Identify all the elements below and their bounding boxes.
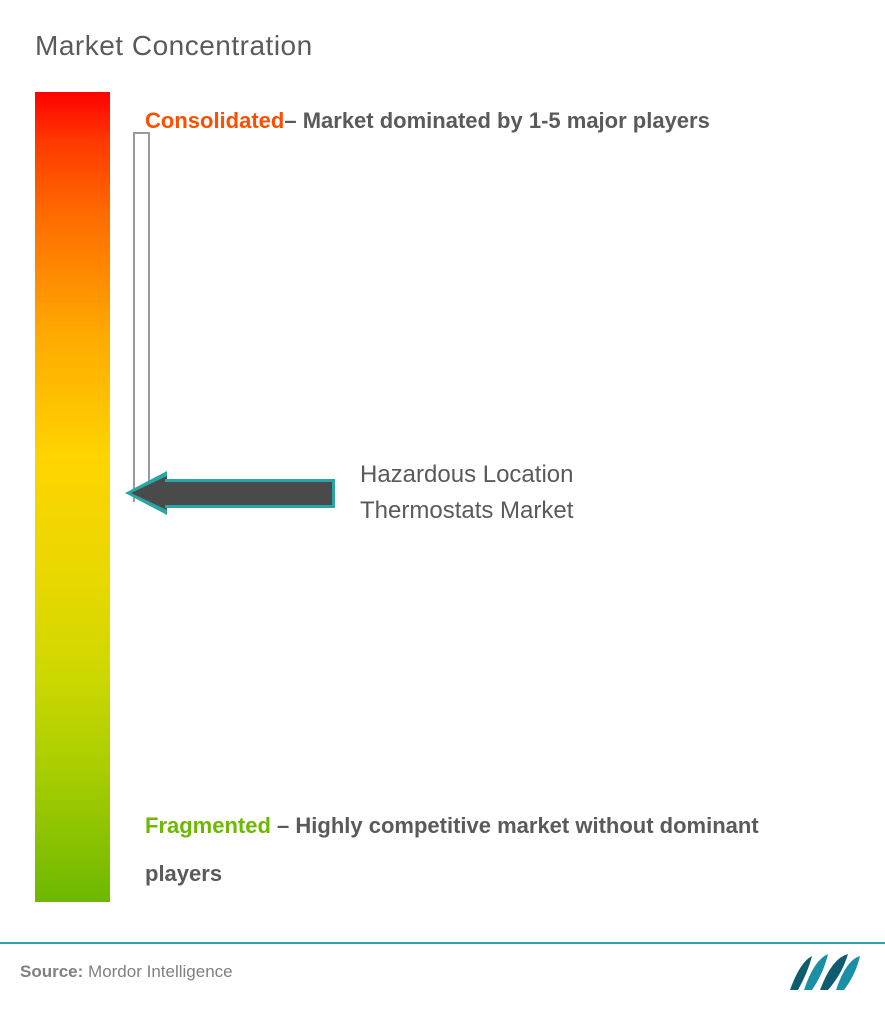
infographic-container: Market Concentration Consolidated– Marke… [0,0,885,1010]
brand-logo-icon [790,954,860,990]
source-attribution: Source: Mordor Intelligence [20,962,233,982]
source-label: Source: [20,962,83,981]
fragmented-strong: Fragmented [145,813,271,838]
market-indicator: Hazardous Location Thermostats Market [125,457,710,529]
arrow-body [165,479,335,508]
bracket-lines [133,132,163,502]
arrow-head-fill [131,476,167,510]
chart-area: Consolidated– Market dominated by 1-5 ma… [35,92,850,932]
consolidated-rest: – Market dominated by 1-5 major players [284,108,710,133]
market-name-label: Hazardous Location Thermostats Market [360,457,710,529]
footer: Source: Mordor Intelligence [0,942,885,990]
fragmented-label: Fragmented – Highly competitive market w… [145,802,830,899]
bracket-inner-line [148,132,150,502]
page-title: Market Concentration [35,30,850,62]
source-value: Mordor Intelligence [88,962,233,981]
consolidated-strong: Consolidated [145,108,284,133]
consolidated-label: Consolidated– Market dominated by 1-5 ma… [145,97,830,145]
bracket-outer-line [133,132,135,502]
concentration-gradient-bar [35,92,110,902]
arrow-icon [125,471,335,516]
